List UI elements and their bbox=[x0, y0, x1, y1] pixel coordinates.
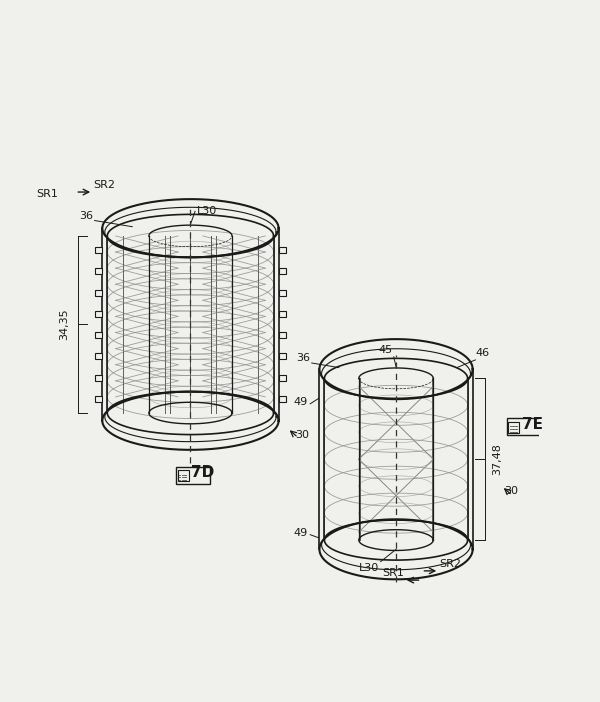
Text: SR1: SR1 bbox=[382, 568, 404, 578]
Text: L30: L30 bbox=[197, 206, 217, 216]
Text: 37,48: 37,48 bbox=[493, 443, 502, 475]
Text: 30: 30 bbox=[505, 486, 518, 496]
Bar bbox=[95, 289, 101, 296]
FancyBboxPatch shape bbox=[178, 470, 188, 481]
Bar bbox=[280, 289, 286, 296]
Bar bbox=[280, 268, 286, 274]
Bar bbox=[280, 332, 286, 338]
Text: 36: 36 bbox=[79, 211, 93, 221]
Text: 49: 49 bbox=[293, 397, 308, 407]
Bar bbox=[95, 311, 101, 317]
Text: 45: 45 bbox=[378, 345, 392, 355]
Text: 7D: 7D bbox=[191, 465, 214, 480]
Bar bbox=[95, 247, 101, 253]
Bar bbox=[95, 375, 101, 380]
FancyBboxPatch shape bbox=[176, 467, 210, 484]
Bar bbox=[95, 353, 101, 359]
Bar bbox=[95, 332, 101, 338]
Bar bbox=[95, 268, 101, 274]
Bar bbox=[280, 247, 286, 253]
Text: 30: 30 bbox=[295, 430, 309, 439]
FancyBboxPatch shape bbox=[508, 422, 519, 432]
Text: SR2: SR2 bbox=[439, 559, 461, 569]
Bar bbox=[280, 396, 286, 402]
Text: 46: 46 bbox=[475, 348, 490, 358]
FancyBboxPatch shape bbox=[506, 418, 541, 435]
Bar bbox=[280, 311, 286, 317]
Text: L30: L30 bbox=[359, 563, 379, 573]
Bar bbox=[280, 375, 286, 380]
Text: SR1: SR1 bbox=[36, 189, 58, 199]
Bar bbox=[280, 353, 286, 359]
Text: 7E: 7E bbox=[522, 416, 543, 432]
Text: 36: 36 bbox=[296, 353, 310, 364]
Text: 49: 49 bbox=[293, 528, 308, 538]
Bar bbox=[95, 396, 101, 402]
Text: 34,35: 34,35 bbox=[59, 309, 69, 340]
Text: SR2: SR2 bbox=[93, 180, 115, 190]
